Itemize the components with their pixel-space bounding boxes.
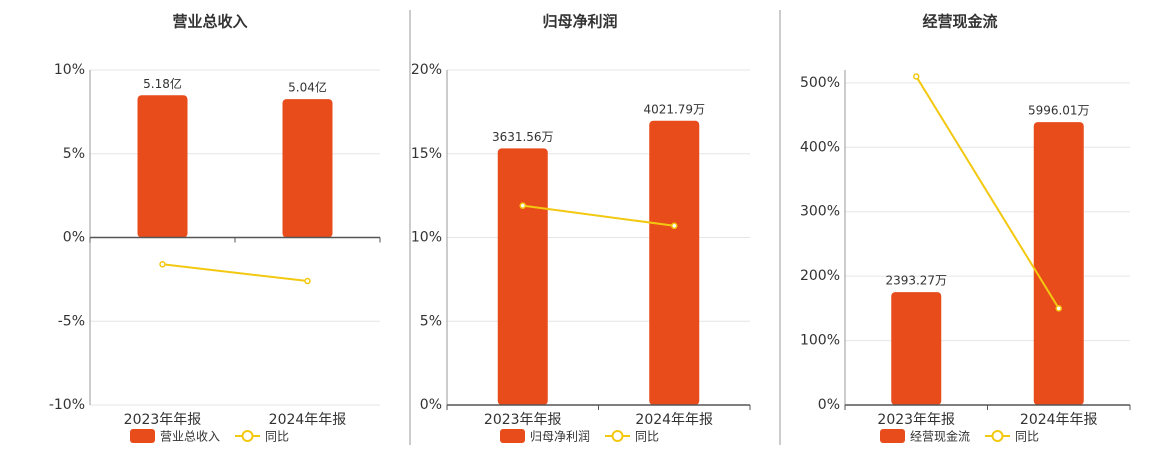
legend-swatch	[611, 430, 624, 442]
y-tick-label: 400%	[800, 139, 840, 155]
y-tick-label: 100%	[800, 333, 840, 349]
legend-swatch	[241, 430, 254, 442]
line-point	[671, 222, 678, 230]
y-tick-label: 20%	[411, 62, 442, 78]
x-tick-label: 2023年年报	[124, 412, 202, 428]
line-point	[1055, 305, 1062, 312]
legend-swatch	[130, 429, 155, 443]
y-tick-label: 10%	[411, 230, 442, 246]
y-tick-label: -10%	[49, 397, 85, 413]
value-label: 3631.56万	[492, 130, 554, 144]
line-point	[913, 73, 920, 80]
bar	[1033, 122, 1084, 406]
bar	[891, 292, 942, 405]
legend-swatch	[500, 429, 525, 443]
y-tick-label: 15%	[411, 146, 442, 162]
legend-label: 归母净利润	[530, 430, 590, 444]
x-tick-label: 2023年年报	[877, 412, 955, 428]
value-label: 5.04亿	[288, 80, 327, 95]
value-label: 5.18亿	[143, 76, 182, 91]
value-label: 4021.79万	[643, 102, 705, 116]
legend-swatch	[880, 429, 905, 443]
bar	[497, 148, 548, 405]
y-tick-label: 0%	[420, 397, 442, 413]
x-tick-label: 2023年年报	[484, 412, 562, 428]
legend-label: 经营现金流	[910, 429, 970, 444]
line	[522, 204, 675, 227]
value-label: 2393.27万	[885, 274, 947, 288]
line	[915, 75, 1060, 309]
y-tick-label: 0%	[818, 397, 840, 413]
line-point	[519, 202, 526, 209]
y-tick-label: 10%	[54, 62, 85, 78]
chart-title: 营业总收入	[172, 13, 247, 31]
x-tick-label: 2024年年报	[635, 412, 713, 428]
y-tick-label: -5%	[58, 313, 85, 329]
y-tick-label: 500%	[800, 75, 840, 91]
line-point	[159, 261, 166, 268]
legend-label: 同比	[635, 430, 659, 444]
legend-swatch	[991, 430, 1004, 442]
y-tick-label: 300%	[800, 204, 840, 220]
y-tick-label: 0%	[63, 230, 85, 246]
y-tick-label: 5%	[63, 146, 85, 162]
legend-label: 同比	[1015, 430, 1039, 444]
x-tick-label: 2024年年报	[1020, 412, 1098, 428]
legend-label: 营业总收入	[160, 430, 220, 444]
chart-title: 经营现金流	[922, 13, 997, 31]
legend-label: 同比	[265, 430, 289, 444]
bar	[282, 99, 333, 238]
value-label: 5996.01万	[1028, 104, 1090, 118]
bar	[137, 95, 188, 238]
line	[162, 263, 308, 283]
line-point	[304, 277, 311, 285]
x-tick-label: 2024年年报	[269, 412, 347, 428]
y-tick-label: 5%	[420, 313, 442, 329]
y-tick-label: 200%	[800, 268, 840, 284]
chart-title: 归母净利润	[542, 13, 617, 31]
bar	[649, 120, 700, 405]
